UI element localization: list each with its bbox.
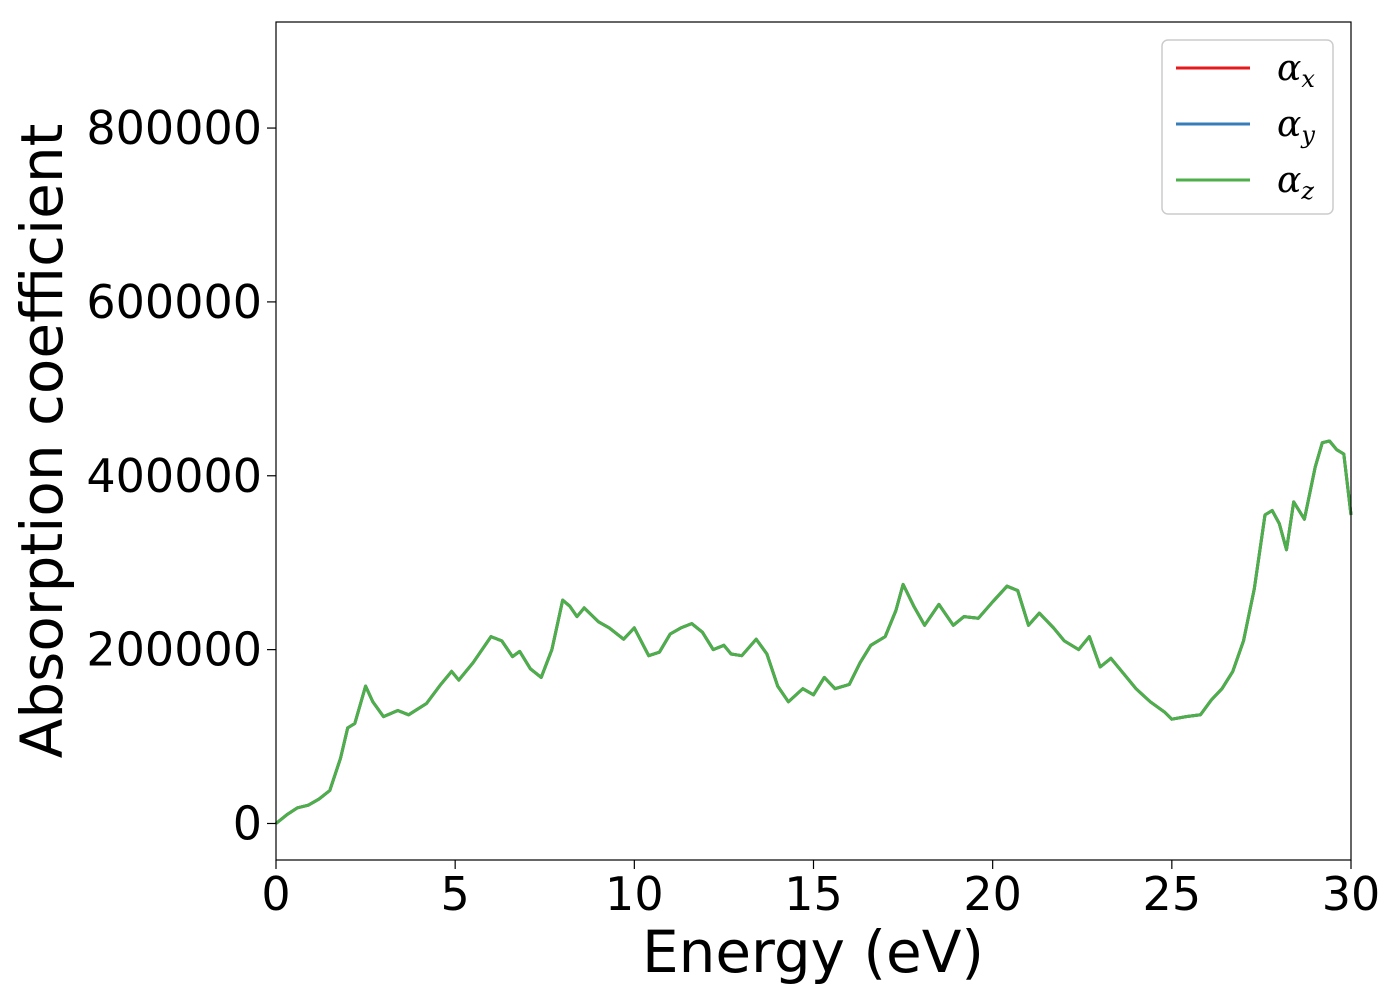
- x-tick-label: 20: [963, 867, 1022, 921]
- x-tick-label: 5: [441, 867, 470, 921]
- series-line-2: [275, 439, 1353, 825]
- x-tick-label: 0: [261, 867, 290, 921]
- y-tick-label: 0: [233, 796, 262, 850]
- y-tick-label: 400000: [86, 449, 262, 503]
- y-axis-title: Absorption coefficient: [8, 124, 76, 759]
- x-axis: 0 5 10 15 20 25 30: [261, 860, 1380, 921]
- series-line-3: [275, 439, 1353, 825]
- y-tick-label: 200000: [86, 623, 262, 677]
- x-tick-label: 25: [1143, 867, 1202, 921]
- legend-box: [1161, 39, 1334, 215]
- x-tick-label: 30: [1322, 867, 1381, 921]
- series-line-1: [275, 439, 1353, 825]
- series-layer: [275, 439, 1353, 825]
- y-axis: 0 200000 400000 600000 800000: [86, 101, 276, 850]
- y-tick-label: 800000: [86, 101, 262, 155]
- x-tick-label: 10: [605, 867, 664, 921]
- x-axis-title: Energy (eV): [642, 918, 984, 986]
- x-tick-label: 15: [784, 867, 843, 921]
- y-tick-label: 600000: [86, 275, 262, 329]
